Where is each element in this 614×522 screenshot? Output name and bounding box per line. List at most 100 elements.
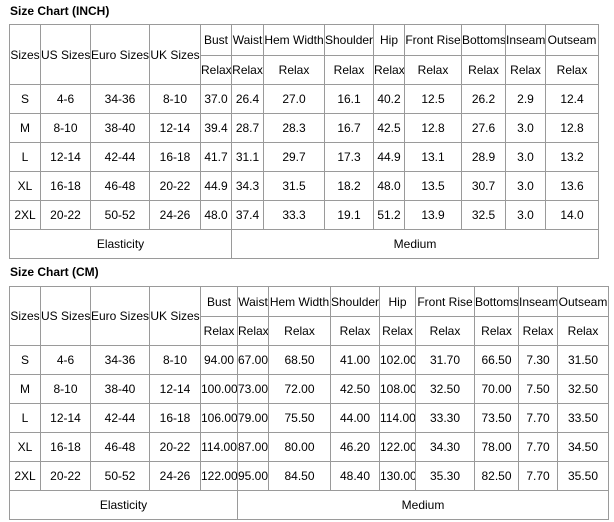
data-cell: 12-14: [149, 374, 201, 404]
data-cell: 122.00: [379, 432, 416, 462]
data-cell: 34.30: [415, 432, 475, 462]
data-cell: 16-18: [149, 403, 201, 433]
data-cell: 7.50: [518, 374, 558, 404]
subheader-cell: Relax: [518, 316, 558, 346]
data-cell: 46-48: [90, 171, 150, 201]
data-cell: 87.00: [237, 432, 269, 462]
data-cell: 38-40: [90, 113, 150, 143]
data-cell: 29.7: [263, 142, 325, 172]
data-cell: 48.0: [373, 171, 405, 201]
data-cell: 75.50: [268, 403, 331, 433]
header-cell: Sizes: [9, 286, 41, 346]
measure-cell: Inseam: [505, 24, 546, 56]
data-cell: 3.0: [505, 200, 546, 230]
subheader-cell: Relax: [200, 316, 238, 346]
data-row: XL 16-18 46-48 20-22 44.9 34.3 31.5 18.2 48.0 13.…: [9, 171, 599, 201]
data-cell: 80.00: [268, 432, 331, 462]
subheader-cell: Relax: [505, 55, 546, 85]
measure-cell: Shoulder: [330, 286, 380, 317]
data-cell: 42.50: [330, 374, 380, 404]
subheader-cell: Relax: [474, 316, 519, 346]
data-cell: 73.00: [237, 374, 269, 404]
data-cell: 35.30: [415, 461, 475, 491]
data-cell: 82.50: [474, 461, 519, 491]
data-cell: 31.50: [557, 345, 609, 375]
footer-row: Elasticity Medium: [9, 490, 609, 520]
data-cell: 33.50: [557, 403, 609, 433]
data-cell: 32.50: [415, 374, 475, 404]
data-cell: 12.8: [545, 113, 599, 143]
data-cell: 7.70: [518, 403, 558, 433]
data-cell: 73.50: [474, 403, 519, 433]
data-cell: 31.5: [263, 171, 325, 201]
data-cell: XL: [9, 432, 41, 462]
data-cell: 48.40: [330, 461, 380, 491]
data-cell: 12.8: [404, 113, 462, 143]
data-cell: 102.00: [379, 345, 416, 375]
data-cell: 28.9: [461, 142, 506, 172]
data-cell: 34-36: [90, 84, 150, 114]
header-row: Sizes US Sizes Euro Sizes UK Sizes Bust Waist…: [9, 286, 609, 346]
data-cell: 2XL: [9, 461, 41, 491]
subheader-row: Relax Relax Relax Relax Relax Relax Relax Relax…: [10, 316, 609, 346]
table-title: Size Chart (INCH): [10, 4, 110, 18]
data-cell: 78.00: [474, 432, 519, 462]
data-cell: 32.5: [461, 200, 506, 230]
measure-cell: Hip: [379, 286, 416, 317]
measure-cell: Outseam: [545, 24, 599, 56]
data-cell: 8-10: [40, 113, 91, 143]
subheader-cell: Relax: [545, 55, 599, 85]
data-cell: 13.9: [404, 200, 462, 230]
data-cell: 3.0: [505, 142, 546, 172]
subheader-cell: Relax: [404, 55, 462, 85]
footer-cell: Elasticity: [9, 490, 238, 520]
data-cell: 34-36: [90, 345, 150, 375]
data-cell: 39.4: [200, 113, 232, 143]
data-cell: 46-48: [90, 432, 150, 462]
data-cell: 100.00: [200, 374, 238, 404]
footer-cell: Medium: [237, 490, 609, 520]
data-cell: 68.50: [268, 345, 331, 375]
subheader-cell: Relax: [379, 316, 416, 346]
header-cell: Euro Sizes: [90, 286, 150, 346]
data-cell: 7.30: [518, 345, 558, 375]
data-cell: S: [9, 84, 41, 114]
data-cell: 28.3: [263, 113, 325, 143]
data-cell: 2XL: [9, 200, 41, 230]
subheader-cell: Relax: [373, 55, 405, 85]
header-cell: UK Sizes: [149, 24, 201, 85]
data-cell: 94.00: [200, 345, 238, 375]
data-cell: 7.70: [518, 432, 558, 462]
data-cell: 34.50: [557, 432, 609, 462]
data-cell: M: [9, 374, 41, 404]
subheader-cell: Relax: [330, 316, 380, 346]
footer-cell: Elasticity: [9, 229, 232, 259]
data-cell: 108.00: [379, 374, 416, 404]
footer-row: Elasticity Medium: [9, 229, 599, 259]
data-cell: 4-6: [40, 345, 91, 375]
data-cell: 70.00: [474, 374, 519, 404]
data-cell: 2.9: [505, 84, 546, 114]
subheader-cell: Relax: [557, 316, 609, 346]
data-cell: 122.00: [200, 461, 238, 491]
data-cell: 106.00: [200, 403, 238, 433]
data-cell: 16.7: [324, 113, 374, 143]
data-cell: S: [9, 345, 41, 375]
data-cell: 31.1: [231, 142, 264, 172]
measure-cell: Waist: [237, 286, 269, 317]
data-cell: 19.1: [324, 200, 374, 230]
data-cell: 46.20: [330, 432, 380, 462]
measure-cell: Bottoms: [461, 24, 506, 56]
data-cell: 30.7: [461, 171, 506, 201]
data-cell: 32.50: [557, 374, 609, 404]
measure-cell: Outseam: [557, 286, 609, 317]
data-cell: 12-14: [40, 403, 91, 433]
subheader-cell: Relax: [263, 55, 325, 85]
data-cell: 8-10: [149, 84, 201, 114]
header-cell: US Sizes: [40, 24, 91, 85]
data-cell: 50-52: [90, 461, 150, 491]
data-cell: L: [9, 142, 41, 172]
data-row: M 8-10 38-40 12-14 100.00 73.00 72.00 42.50 108.…: [9, 374, 609, 404]
measure-cell: Bust: [200, 286, 238, 317]
